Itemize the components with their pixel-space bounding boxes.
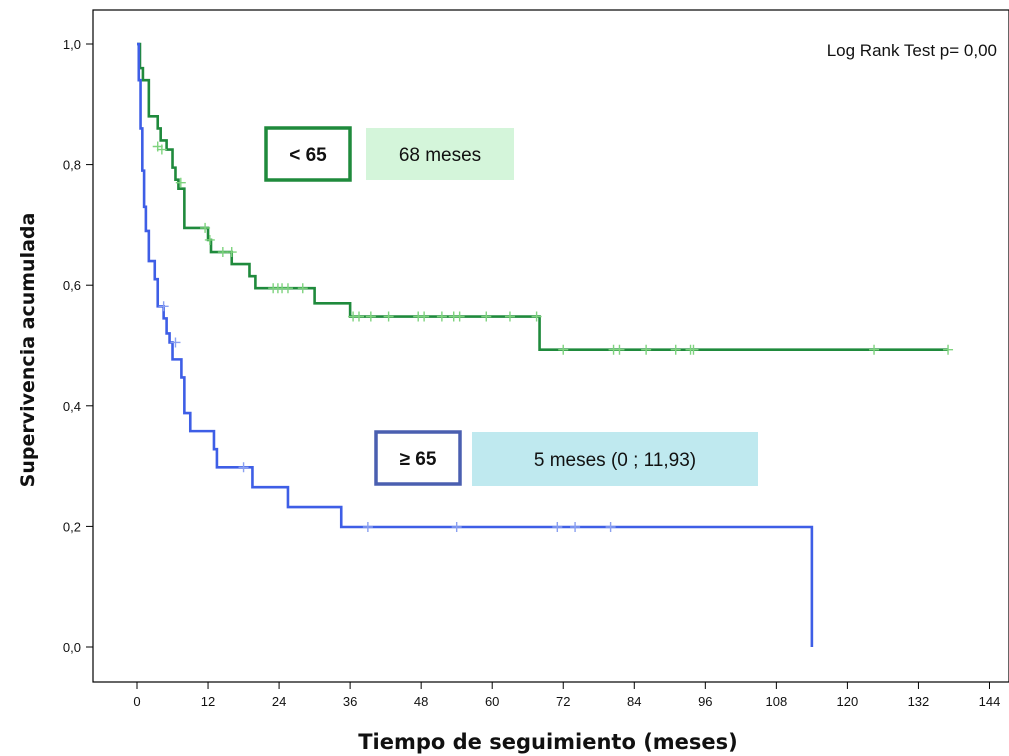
y-tick-label: 0,4 — [63, 399, 81, 414]
survival-curve-1 — [137, 42, 814, 647]
y-axis: 0,0 0,2 0,4 0,6 0,8 1,0 — [63, 37, 93, 655]
censor-mark — [670, 344, 681, 355]
censor-mark — [170, 337, 181, 348]
censor-mark — [869, 344, 880, 355]
x-tick-label: 108 — [766, 694, 788, 709]
censor-mark — [504, 311, 515, 322]
label-layer: < 65 68 meses ≥ 65 5 meses (0 ; 11,93) — [264, 126, 758, 486]
censor-mark — [238, 462, 249, 473]
median-label-box-0 — [366, 128, 514, 180]
series-layer — [137, 42, 954, 647]
censor-mark — [943, 344, 954, 355]
y-tick-label: 0,8 — [63, 158, 81, 173]
x-tick-label: 36 — [343, 694, 357, 709]
x-tick-label: 120 — [837, 694, 859, 709]
x-tick-label: 48 — [414, 694, 428, 709]
median-label-box-1 — [472, 432, 758, 486]
x-axis: 0 12 24 36 48 60 72 84 96 108 120 132 144 — [133, 682, 1000, 709]
x-tick-label: 72 — [556, 694, 570, 709]
x-tick-label: 144 — [979, 694, 1001, 709]
group-label-1: ≥ 65 — [400, 449, 437, 470]
y-tick-label: 1,0 — [63, 37, 81, 52]
x-tick-label: 60 — [485, 694, 499, 709]
censor-mark — [175, 177, 186, 188]
censor-mark — [297, 283, 308, 294]
y-tick-label: 0,6 — [63, 278, 81, 293]
censor-mark — [436, 311, 447, 322]
group-label-box-0 — [264, 126, 352, 182]
censor-mark — [531, 311, 542, 322]
censor-mark — [200, 222, 211, 233]
censor-mark — [419, 311, 430, 322]
median-label-0: 68 meses — [399, 145, 481, 166]
x-tick-label: 24 — [272, 694, 286, 709]
group-label-box-1 — [374, 430, 462, 486]
censor-mark — [558, 344, 569, 355]
x-axis-title: Tiempo de seguimiento (meses) — [358, 730, 738, 754]
plot-frame — [92, 9, 1009, 683]
x-tick-label: 84 — [627, 694, 641, 709]
x-tick-label: 0 — [133, 694, 140, 709]
censor-mark — [570, 522, 581, 533]
censor-mark — [217, 247, 228, 258]
censor-mark — [156, 144, 167, 155]
censor-mark — [614, 344, 625, 355]
censor-mark — [204, 234, 215, 245]
censor-mark — [282, 283, 293, 294]
log-rank-annotation: Log Rank Test p= 0,00 — [827, 41, 997, 60]
censor-mark — [641, 344, 652, 355]
censor-mark — [383, 311, 394, 322]
x-tick-label: 12 — [201, 694, 215, 709]
censor-mark — [451, 522, 462, 533]
censor-mark — [481, 311, 492, 322]
y-tick-label: 0,0 — [63, 640, 81, 655]
censor-mark — [365, 311, 376, 322]
censor-mark — [362, 522, 373, 533]
censor-mark — [605, 522, 616, 533]
median-label-1: 5 meses (0 ; 11,93) — [534, 450, 696, 471]
y-axis-title: Supervivencia acumulada — [17, 213, 39, 488]
group-label-0: < 65 — [289, 145, 327, 166]
censor-mark — [454, 311, 465, 322]
x-tick-label: 96 — [698, 694, 712, 709]
censor-mark — [158, 301, 169, 312]
y-tick-label: 0,2 — [63, 519, 81, 534]
censor-mark — [226, 247, 237, 258]
censor-mark — [354, 311, 364, 322]
censor-mark — [688, 344, 699, 355]
x-tick-label: 132 — [908, 694, 930, 709]
censor-mark — [552, 522, 563, 533]
